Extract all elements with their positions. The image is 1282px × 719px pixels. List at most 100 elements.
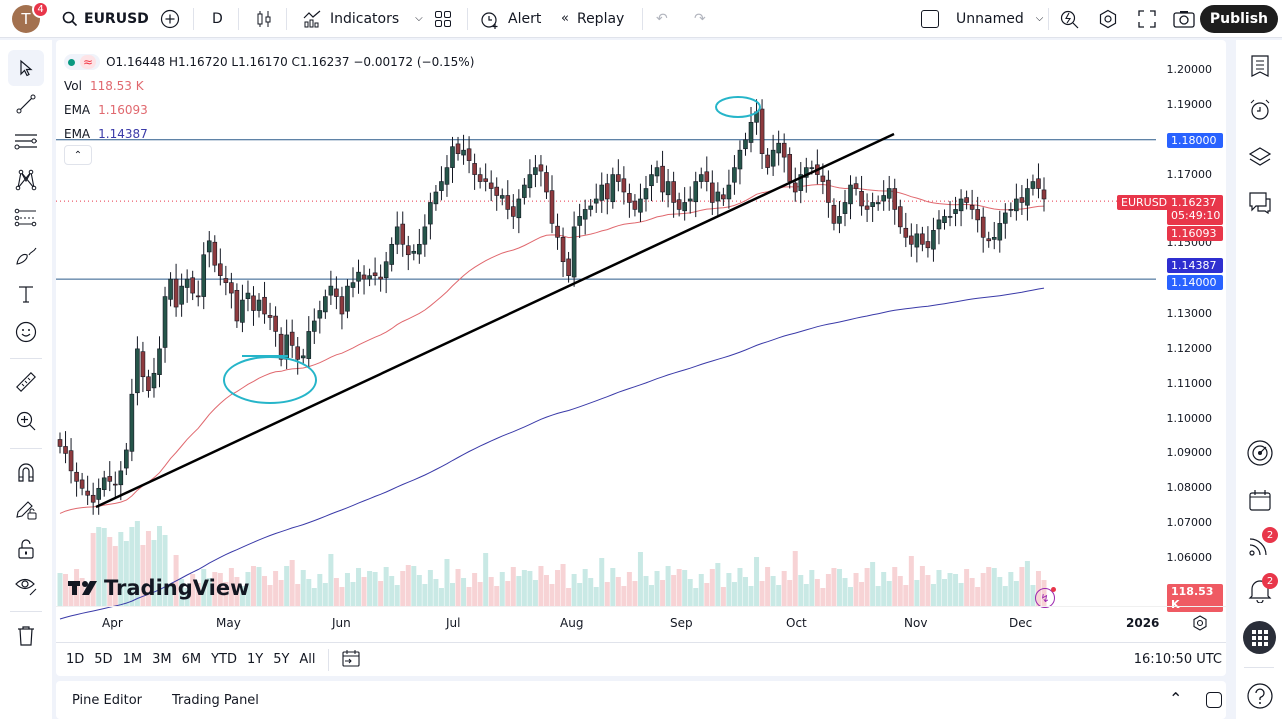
last-price-tag[interactable]: 1.16237 05:49:10	[1167, 195, 1223, 225]
zoom-in-tool[interactable]	[8, 403, 44, 439]
utc-clock[interactable]: 16:10:50 UTC	[1133, 652, 1222, 667]
brush-tool[interactable]	[8, 238, 44, 274]
pattern-tool[interactable]	[8, 162, 44, 198]
chart-type-button[interactable]	[256, 0, 272, 38]
feed-badge: 2	[1262, 527, 1278, 543]
market-status[interactable]: ≈	[64, 54, 101, 70]
range-6m[interactable]: 6M	[181, 652, 202, 667]
bottom-panel: Pine Editor Trading Panel ⌃	[56, 681, 1226, 719]
layouts-button[interactable]	[434, 0, 452, 38]
emoji-tool[interactable]	[8, 314, 44, 350]
object-tree-button[interactable]	[1242, 139, 1278, 175]
expand-panel-button[interactable]: ⌃	[1169, 689, 1183, 708]
quick-trade-lightning-icon[interactable]: ↯	[1035, 588, 1055, 608]
range-ytd[interactable]: YTD	[211, 652, 237, 667]
goto-date-button[interactable]	[341, 648, 361, 672]
time-tick: 2026	[1126, 616, 1160, 630]
ohlc-values: O1.16448 H1.16720 L1.16170 C1.16237 −0.0…	[106, 55, 475, 69]
interval-button[interactable]: D	[212, 0, 223, 38]
ema-fast-row[interactable]: EMA 1.16093	[64, 98, 474, 122]
hide-drawings-tool[interactable]	[8, 568, 44, 604]
snapshot-button[interactable]	[1173, 0, 1195, 38]
help-button[interactable]	[1242, 678, 1278, 714]
axis-settings-button[interactable]	[1192, 615, 1208, 635]
publish-button[interactable]: Publish	[1199, 5, 1278, 33]
quick-search-button[interactable]	[1060, 0, 1080, 38]
layout-name-button[interactable]: Unnamed ⌵	[921, 0, 1043, 38]
level-high-tag[interactable]: 1.18000	[1167, 133, 1223, 148]
price-tick: 1.06000	[1166, 550, 1213, 564]
price-axis[interactable]: 1.20000 1.19000 1.17000 1.13000 1.12000 1.110…	[1156, 40, 1226, 640]
fullscreen-button[interactable]	[1138, 0, 1156, 38]
brush-icon	[16, 247, 37, 265]
undo-button[interactable]: ↶	[656, 0, 668, 38]
range-3m[interactable]: 3M	[152, 652, 172, 667]
watchlist-button[interactable]	[1242, 48, 1278, 84]
products-button[interactable]	[1243, 621, 1276, 654]
range-1y[interactable]: 1Y	[246, 652, 264, 667]
time-axis[interactable]	[56, 606, 1226, 642]
range-1m[interactable]: 1M	[122, 652, 143, 667]
candles-icon	[257, 10, 271, 27]
settings-button[interactable]	[1098, 0, 1118, 38]
ema-slow-row[interactable]: EMA 1.14387	[64, 122, 474, 146]
horizontal-lines-tool[interactable]	[8, 124, 44, 160]
forecasting-tool[interactable]	[8, 200, 44, 236]
range-5d[interactable]: 5D	[94, 652, 113, 667]
rewind-icon: «	[561, 11, 569, 26]
camera-icon	[1173, 10, 1195, 28]
lock-drawings-tool[interactable]	[8, 492, 44, 528]
level-low-tag[interactable]: 1.14000	[1167, 275, 1223, 290]
alert-button[interactable]: Alert	[480, 0, 541, 38]
maximize-panel-button[interactable]	[1206, 692, 1222, 708]
undo-icon: ↶	[656, 10, 668, 27]
price-tick: 1.07000	[1166, 516, 1213, 530]
gear-icon	[1193, 615, 1207, 631]
ruler-icon	[16, 372, 36, 392]
layout-name-label: Unnamed	[956, 10, 1024, 27]
price-chart[interactable]	[56, 40, 1226, 640]
range-1d[interactable]: 1D	[66, 652, 85, 667]
magnet-icon	[18, 463, 34, 482]
magnet-tool[interactable]	[8, 454, 44, 490]
calendar-button[interactable]	[1242, 482, 1278, 518]
ema-slow-value: 1.14387	[98, 127, 148, 141]
text-tool[interactable]	[8, 276, 44, 312]
range-all[interactable]: All	[299, 652, 316, 667]
tab-trading-panel[interactable]: Trading Panel	[172, 692, 259, 708]
measure-tool[interactable]	[8, 364, 44, 400]
symbol-search-button[interactable]: EURUSD	[62, 0, 149, 38]
watermark-text: TradingView	[104, 576, 250, 600]
hotlists-button[interactable]	[1242, 435, 1278, 471]
trend-line-tool[interactable]	[8, 86, 44, 122]
collapse-legend-button[interactable]: ⌃	[64, 145, 92, 165]
ideas-stream-button[interactable]	[1242, 527, 1278, 563]
chats-button[interactable]	[1242, 185, 1278, 221]
redo-button[interactable]: ↷	[694, 0, 706, 38]
lock-all-tool[interactable]	[8, 531, 44, 567]
smiley-icon	[15, 321, 37, 343]
divider	[467, 8, 468, 30]
replay-button[interactable]: « Replay	[561, 0, 624, 38]
price-tick: 1.17000	[1166, 167, 1213, 181]
data-delay-icon: ≈	[80, 55, 97, 69]
pencil-lock-icon	[16, 501, 37, 520]
alerts-panel-button[interactable]	[1242, 92, 1278, 128]
time-tick: Jun	[332, 616, 351, 630]
toolbar-divider	[10, 358, 42, 359]
date-range-bar: 1D 5D 1M 3M 6M YTD 1Y 5Y All 16:10:50 UTC	[56, 642, 1226, 676]
symbol-label: EURUSD	[84, 10, 149, 27]
right-sidebar: 2 2	[1236, 40, 1282, 719]
chart-pane[interactable]: ≈ O1.16448 H1.16720 L1.16170 C1.16237 −0…	[56, 40, 1226, 676]
toolbar-divider	[10, 611, 42, 612]
toolbar-divider	[10, 448, 42, 449]
tab-pine-editor[interactable]: Pine Editor	[72, 692, 143, 708]
compare-symbol-button[interactable]	[160, 0, 180, 38]
range-5y[interactable]: 5Y	[273, 652, 290, 667]
fullscreen-icon	[1138, 9, 1156, 28]
tradingview-logo-icon	[68, 581, 97, 595]
remove-drawings-tool[interactable]	[8, 618, 44, 654]
cursor-tool[interactable]	[8, 50, 44, 86]
indicators-button[interactable]: Indicators ⌵	[302, 0, 423, 38]
volume-row[interactable]: Vol 118.53 K	[64, 74, 474, 98]
